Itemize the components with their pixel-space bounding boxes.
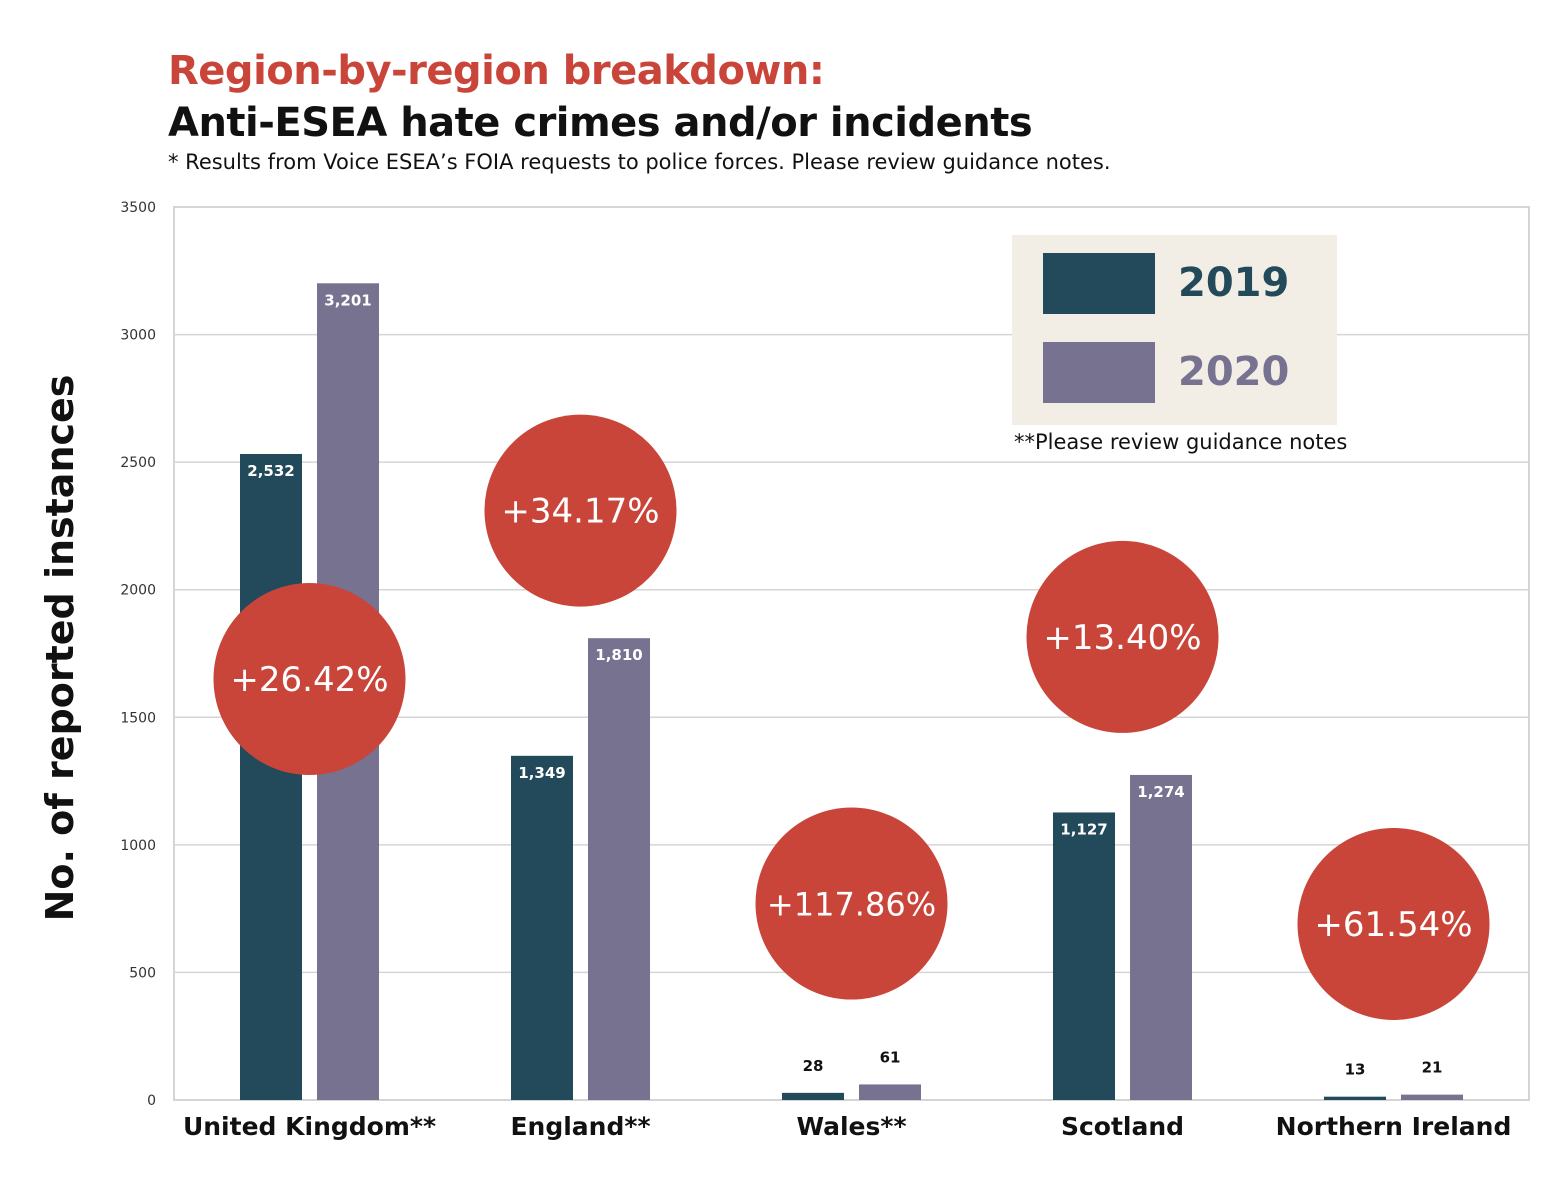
chart-subtitle: Anti-ESEA hate crimes and/or incidents bbox=[168, 100, 1033, 146]
data-label: 3,201 bbox=[324, 291, 371, 309]
y-axis-label: No. of reported instances bbox=[38, 374, 82, 922]
bar-2019 bbox=[511, 755, 573, 1100]
plot-border bbox=[173, 206, 1530, 1101]
x-tick-label: Scotland bbox=[1061, 1112, 1184, 1141]
bar-2019 bbox=[1053, 812, 1115, 1100]
legend-swatch-2020 bbox=[1043, 342, 1155, 403]
legend-swatch-2019 bbox=[1043, 253, 1155, 314]
y-tick-label: 500 bbox=[129, 965, 156, 981]
bar-2020 bbox=[1401, 1094, 1463, 1100]
legend: 2019 2020 bbox=[1012, 235, 1337, 425]
chart-header: Region-by-region breakdown: Anti-ESEA ha… bbox=[168, 48, 1111, 174]
chart-note: * Results from Voice ESEA’s FOIA request… bbox=[168, 150, 1111, 174]
data-label: 1,274 bbox=[1137, 783, 1184, 801]
data-label: 28 bbox=[803, 1057, 824, 1075]
data-label: 1,810 bbox=[595, 646, 642, 664]
x-tick-label: England** bbox=[510, 1112, 650, 1141]
data-label: 21 bbox=[1422, 1059, 1443, 1077]
data-label: 1,349 bbox=[518, 764, 565, 782]
data-label: 2,532 bbox=[247, 462, 294, 480]
legend-label-2019: 2019 bbox=[1178, 260, 1290, 306]
bar-2020 bbox=[1130, 774, 1192, 1100]
y-tick-label: 0 bbox=[147, 1093, 156, 1109]
legend-label-2020: 2020 bbox=[1178, 349, 1290, 395]
data-label: 1,127 bbox=[1060, 820, 1107, 838]
change-annotation: +26.42% bbox=[230, 660, 388, 700]
data-label: 61 bbox=[880, 1048, 901, 1066]
y-tick-label: 2000 bbox=[120, 583, 156, 599]
change-bubble bbox=[1026, 540, 1219, 733]
y-tick-label: 2500 bbox=[120, 455, 156, 471]
change-annotation: +34.17% bbox=[501, 492, 659, 532]
y-tick-label: 3000 bbox=[120, 328, 156, 344]
bar-2019 bbox=[782, 1092, 844, 1100]
change-annotation: +117.86% bbox=[767, 886, 936, 924]
y-tick-label: 1500 bbox=[120, 710, 156, 726]
x-tick-label: Northern Ireland bbox=[1276, 1112, 1512, 1141]
change-bubble bbox=[213, 583, 406, 776]
chart-title: Region-by-region breakdown: bbox=[168, 48, 825, 94]
guidance-note: **Please review guidance notes bbox=[1014, 430, 1348, 454]
change-bubble bbox=[755, 807, 948, 1000]
change-annotation: +61.54% bbox=[1314, 905, 1472, 945]
data-label: 13 bbox=[1345, 1061, 1366, 1079]
change-bubble bbox=[484, 414, 677, 607]
change-bubble bbox=[1297, 827, 1490, 1020]
bar-2019 bbox=[240, 453, 302, 1100]
x-tick-label: United Kingdom** bbox=[183, 1112, 436, 1141]
bar-2020 bbox=[588, 638, 650, 1100]
y-tick-label: 3500 bbox=[120, 200, 156, 216]
bar-2019 bbox=[1324, 1096, 1386, 1100]
y-tick-label: 1000 bbox=[120, 838, 156, 854]
bar-2020 bbox=[859, 1084, 921, 1100]
change-annotation: +13.40% bbox=[1043, 618, 1201, 658]
x-tick-label: Wales** bbox=[796, 1112, 906, 1141]
